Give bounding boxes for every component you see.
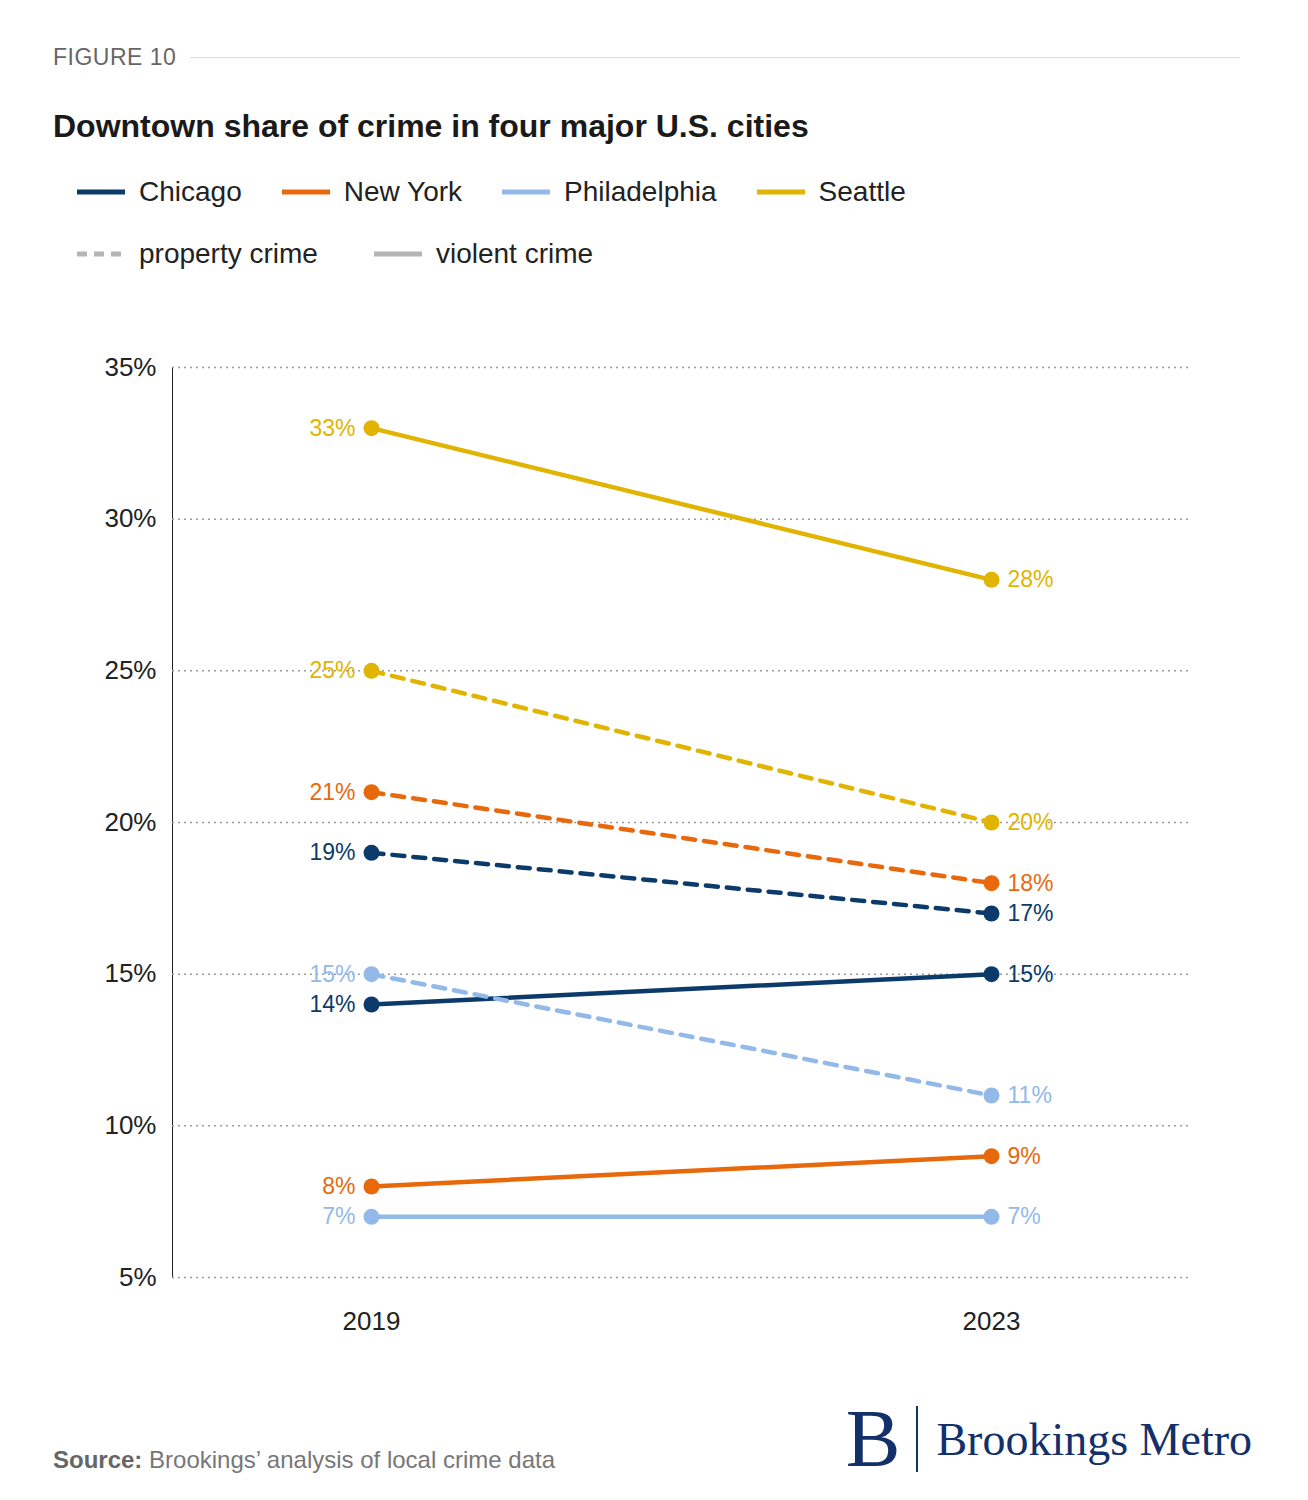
svg-text:8%: 8% [322, 1173, 355, 1199]
html-text:B: B [845, 1393, 901, 1484]
html-text:Seattle: Seattle [818, 176, 906, 207]
svg-text:10%: 10% [104, 1110, 156, 1140]
svg-text:15%: 15% [1008, 961, 1054, 987]
svg-text:7%: 7% [1008, 1203, 1041, 1229]
svg-text:15%: 15% [104, 958, 156, 988]
svg-text:33%: 33% [309, 415, 355, 441]
svg-text:14%: 14% [309, 991, 355, 1017]
svg-text:11%: 11% [1008, 1082, 1052, 1108]
html-text:Downtown share of crime in fou: Downtown share of crime in four major U.… [53, 108, 809, 144]
html-text:Chicago: Chicago [139, 176, 242, 207]
html-text:Source: Brookings’ analysis of: Source: Brookings’ analysis of local cri… [53, 1446, 555, 1473]
svg-text:2023: 2023 [963, 1306, 1021, 1336]
svg-text:15%: 15% [309, 961, 355, 987]
svg-text:20%: 20% [104, 807, 156, 837]
svg-text:9%: 9% [1008, 1143, 1041, 1169]
svg-text:5%: 5% [119, 1262, 157, 1292]
svg-text:18%: 18% [1008, 870, 1054, 896]
svg-text:21%: 21% [309, 779, 355, 805]
svg-text:30%: 30% [104, 503, 156, 533]
svg-text:2019: 2019 [343, 1306, 401, 1336]
svg-text:17%: 17% [1008, 900, 1054, 926]
html-text:Philadelphia: Philadelphia [564, 176, 717, 207]
svg-text:7%: 7% [322, 1203, 355, 1229]
html-text:New York: New York [343, 176, 462, 207]
html-text:Brookings Metro: Brookings Metro [936, 1413, 1252, 1465]
svg-text:25%: 25% [309, 657, 355, 683]
html-text:property crime: property crime [139, 238, 318, 269]
svg-text:25%: 25% [104, 655, 156, 685]
svg-text:28%: 28% [1008, 566, 1054, 592]
svg-text:35%: 35% [104, 352, 156, 382]
html-text:violent crime: violent crime [435, 238, 594, 269]
html-text:FIGURE 10: FIGURE 10 [53, 44, 177, 70]
svg-text:20%: 20% [1008, 809, 1054, 835]
svg-text:19%: 19% [309, 839, 355, 865]
